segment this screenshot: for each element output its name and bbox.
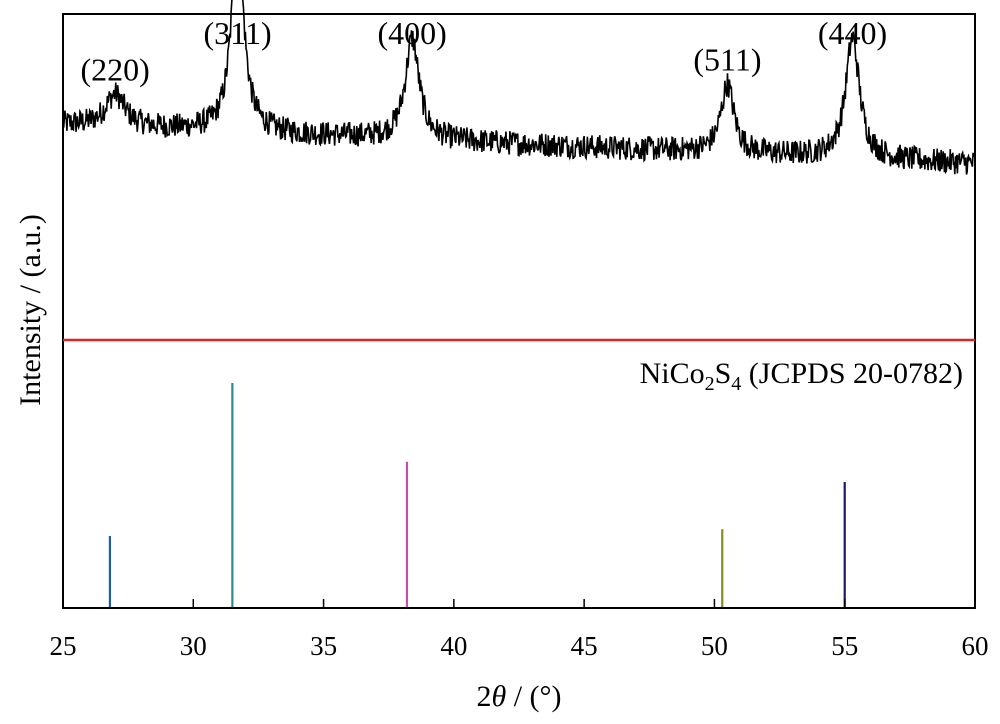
x-tick-label: 60 — [962, 631, 989, 661]
xrd-pattern-line — [62, 0, 976, 175]
peak-label: (440) — [818, 15, 887, 51]
x-tick-label: 25 — [50, 631, 77, 661]
peak-label: (511) — [693, 42, 761, 78]
x-tick-label: 50 — [701, 631, 728, 661]
peak-label: (220) — [80, 51, 149, 87]
x-tick-label: 55 — [831, 631, 858, 661]
x-axis-ticks: 25 30 35 40 45 50 55 60 — [50, 599, 989, 661]
x-tick-label: 45 — [571, 631, 598, 661]
peak-label: (400) — [378, 15, 447, 51]
x-tick-label: 30 — [180, 631, 207, 661]
peak-labels: (220) (311) (400) (511) (440) — [80, 15, 887, 87]
peak-label: (311) — [204, 15, 272, 51]
y-axis-title: Intensity / (a.u.) — [14, 214, 47, 406]
plot-area — [62, 0, 976, 608]
plot-frame — [62, 13, 976, 609]
x-tick-label: 35 — [310, 631, 337, 661]
x-tick-label: 40 — [440, 631, 467, 661]
x-axis-title: 2θ / (°) — [476, 680, 561, 713]
reference-label: NiCo2S4 (JCPDS 20-0782) — [640, 357, 963, 395]
